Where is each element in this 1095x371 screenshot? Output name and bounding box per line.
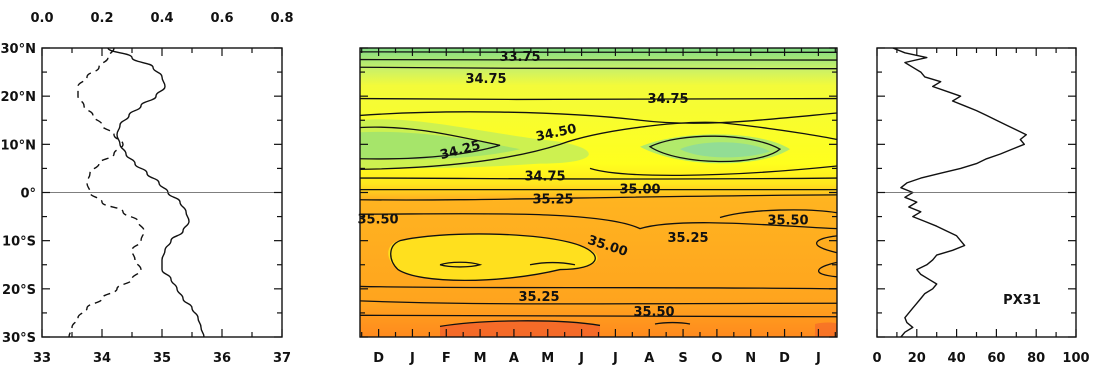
x-tick-label: 100 <box>1062 351 1089 366</box>
y-tick-label: 30°S <box>2 331 36 346</box>
contour-line <box>815 235 838 254</box>
contour-label: 35.50 <box>633 305 674 320</box>
contour-line <box>359 97 838 101</box>
month-tick-label: F <box>442 351 451 366</box>
y-tick-label: 20°S <box>2 283 36 298</box>
contour-label: 34.75 <box>647 92 688 107</box>
contour-line <box>359 300 838 305</box>
contour-label: 35.25 <box>518 290 559 305</box>
month-tick-label: M <box>541 351 554 366</box>
month-tick-label: N <box>745 351 756 366</box>
contour-line <box>359 188 838 191</box>
contour-label: 35.25 <box>667 231 708 246</box>
top-tick-label: 0.6 <box>210 11 233 26</box>
contour-line <box>390 233 596 281</box>
contour-line <box>529 261 576 266</box>
contour-line <box>359 111 838 124</box>
contour-layer: 33.7534.7534.7534.2534.5034.7535.0035.25… <box>357 50 838 328</box>
y-tick-label: 20°N <box>1 90 36 105</box>
x-tick-label: 80 <box>1027 351 1045 366</box>
contour-line <box>439 261 483 268</box>
x-tick-label: 0 <box>872 351 881 366</box>
month-tick-label: S <box>678 351 687 366</box>
contour-line <box>359 121 838 171</box>
month-tick-label: A <box>644 351 654 366</box>
top-tick-label: 0.0 <box>30 11 53 26</box>
month-tick-label: J <box>409 351 415 366</box>
x-tick-label: 35 <box>153 351 171 366</box>
axes-layer: 30°N 20°N 10°N 0° 10°S 20°S 30°S 33 34 35 36 37 0.0 0… <box>1 11 1090 366</box>
month-tick-label: O <box>711 351 722 366</box>
y-tick-label: 10°N <box>1 138 36 153</box>
contour-label: 35.50 <box>357 213 398 228</box>
contour-label: 35.25 <box>532 192 573 207</box>
heatmap-layer <box>360 48 837 337</box>
month-tick-label: J <box>612 351 618 366</box>
x-tick-label: 40 <box>948 351 966 366</box>
contour-line <box>648 135 782 163</box>
contour-label: 35.00 <box>619 183 660 198</box>
contour-line <box>359 177 838 180</box>
heatmap-region-red-east <box>815 322 837 337</box>
x-tick-label: 37 <box>273 351 291 366</box>
contour-line <box>654 321 691 325</box>
contour-line <box>359 126 501 160</box>
top-tick-label: 0.2 <box>90 11 113 26</box>
contour-line <box>589 165 838 176</box>
month-tick-label: M <box>474 351 487 366</box>
contour-line <box>359 314 838 318</box>
px31-label: PX31 <box>1003 293 1041 308</box>
heatmap-region-yellow-south <box>388 233 598 281</box>
heatmap-background <box>360 48 837 337</box>
x-tick-label: 60 <box>987 351 1005 366</box>
x-tick-label: 36 <box>213 351 231 366</box>
month-tick-label: A <box>509 351 519 366</box>
x-tick-label: 20 <box>908 351 926 366</box>
month-tick-label: J <box>815 351 821 366</box>
top-tick-label: 0.8 <box>270 11 293 26</box>
x-tick-label: 34 <box>93 351 111 366</box>
month-tick-label: J <box>578 351 584 366</box>
contour-line <box>719 209 838 219</box>
y-tick-label: 10°S <box>2 235 36 250</box>
contour-line <box>439 320 601 328</box>
heatmap-region-green-east-core <box>680 142 770 158</box>
contour-line <box>359 285 838 290</box>
heatmap-region-green-core <box>360 131 520 160</box>
contour-label: 34.75 <box>465 72 506 87</box>
month-tick-label: D <box>373 351 384 366</box>
month-tick-label: D <box>779 351 790 366</box>
y-tick-label: 30°N <box>1 42 36 57</box>
contour-line <box>817 261 838 278</box>
contour-line <box>359 212 838 230</box>
contour-label: 34.75 <box>524 170 565 185</box>
x-tick-label: 33 <box>33 351 51 366</box>
top-tick-label: 0.4 <box>150 11 173 26</box>
dashed-series-line <box>68 47 145 338</box>
contour-label: 33.75 <box>499 50 540 65</box>
contour-line <box>359 66 838 70</box>
y-tick-label: 0° <box>20 187 36 202</box>
contour-line <box>359 194 838 201</box>
contour-label: 35.50 <box>767 213 808 228</box>
